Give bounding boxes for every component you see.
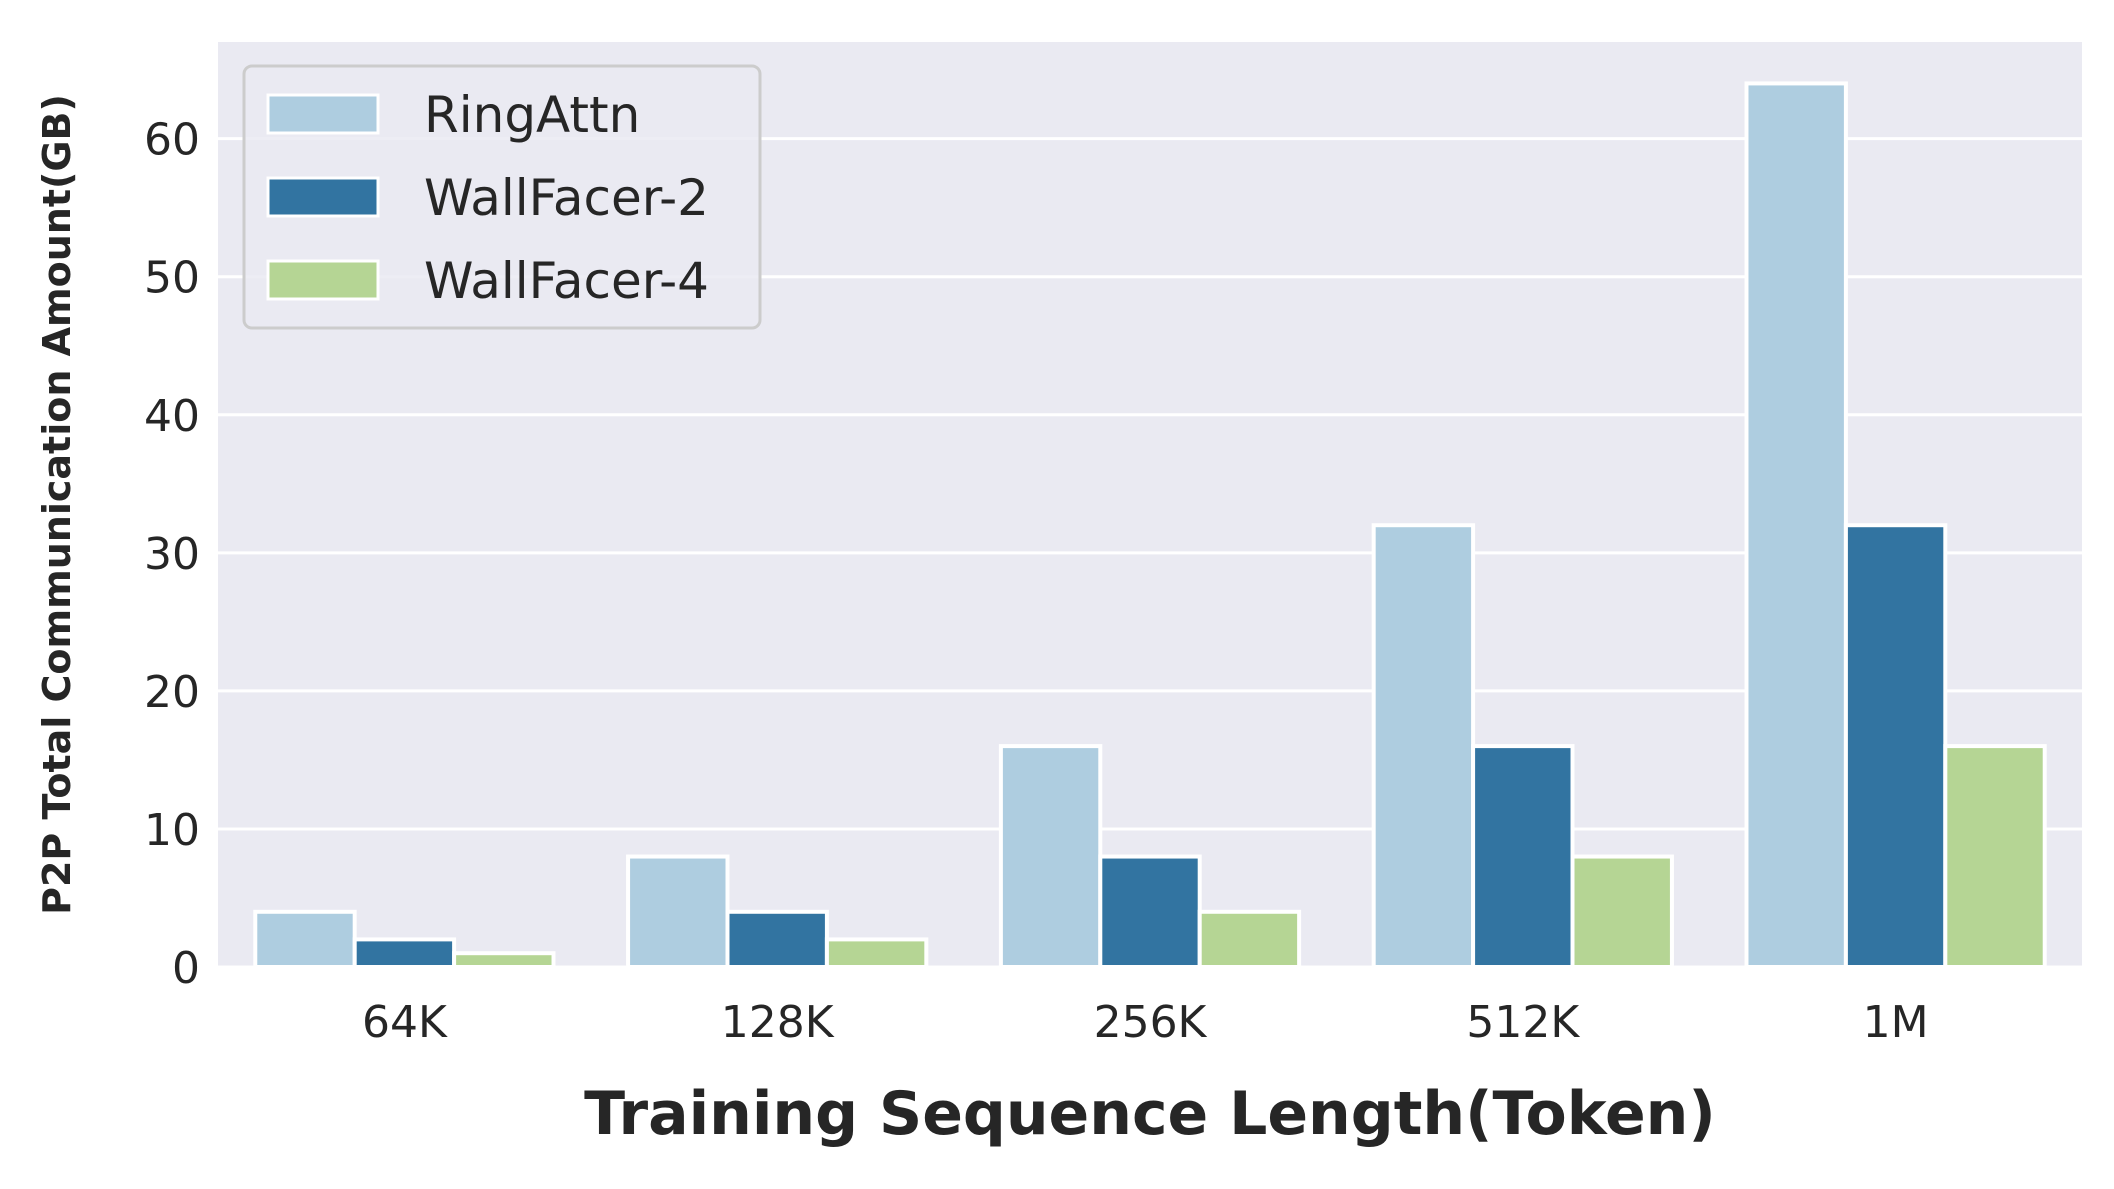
y-tick-label: 0 bbox=[172, 943, 200, 994]
y-tick-label: 30 bbox=[144, 529, 200, 580]
bar-wallfacer-2-256k bbox=[1098, 854, 1202, 970]
x-tick-label: 512K bbox=[1466, 997, 1580, 1048]
x-tick-label: 64K bbox=[362, 997, 448, 1048]
legend-label: WallFacer-2 bbox=[424, 169, 709, 227]
bars bbox=[253, 81, 2047, 970]
bar-wallfacer-2-128k bbox=[725, 909, 829, 970]
legend-swatch-ringattn bbox=[266, 93, 380, 135]
y-tick-label: 40 bbox=[144, 391, 200, 442]
x-tick-label: 1M bbox=[1863, 997, 1929, 1048]
bar-ringattn-256k bbox=[998, 744, 1103, 970]
x-axis-title: Training Sequence Length(Token) bbox=[584, 1079, 1716, 1149]
bar-wallfacer-4-512k bbox=[1570, 854, 1674, 970]
legend: RingAttn WallFacer-2 WallFacer-4 bbox=[242, 64, 762, 330]
x-tick-label: 256K bbox=[1094, 997, 1208, 1048]
y-tick-label: 20 bbox=[144, 667, 200, 718]
legend-label: WallFacer-4 bbox=[424, 252, 709, 310]
legend-swatch-wallfacer-2 bbox=[266, 176, 380, 218]
x-tick-label: 128K bbox=[721, 997, 835, 1048]
y-axis-ticks: 0 10 20 30 40 50 60 bbox=[144, 115, 200, 994]
bar-ringattn-64k bbox=[253, 909, 357, 970]
bar-wallfacer-2-64k bbox=[352, 937, 457, 970]
legend-swatch-wallfacer-4 bbox=[266, 259, 380, 301]
y-tick-label: 60 bbox=[144, 115, 200, 166]
bar-wallfacer-2-1m bbox=[1843, 523, 1948, 970]
bar-wallfacer-4-64k bbox=[452, 951, 556, 970]
bar-ringattn-128k bbox=[626, 854, 730, 970]
bar-wallfacer-4-128k bbox=[824, 937, 929, 970]
bar-wallfacer-4-1m bbox=[1943, 744, 2047, 970]
legend-label: RingAttn bbox=[424, 86, 640, 144]
bar-wallfacer-4-256k bbox=[1197, 909, 1302, 970]
bar-ringattn-512k bbox=[1371, 523, 1476, 970]
x-axis-ticks: 64K 128K 256K 512K 1M bbox=[362, 997, 1929, 1048]
y-tick-label: 50 bbox=[144, 253, 200, 304]
y-axis-title: P2P Total Communication Amount(GB) bbox=[35, 94, 79, 915]
bar-ringattn-1m bbox=[1744, 81, 1848, 969]
bar-wallfacer-2-512k bbox=[1471, 744, 1575, 970]
y-tick-label: 10 bbox=[144, 805, 200, 856]
